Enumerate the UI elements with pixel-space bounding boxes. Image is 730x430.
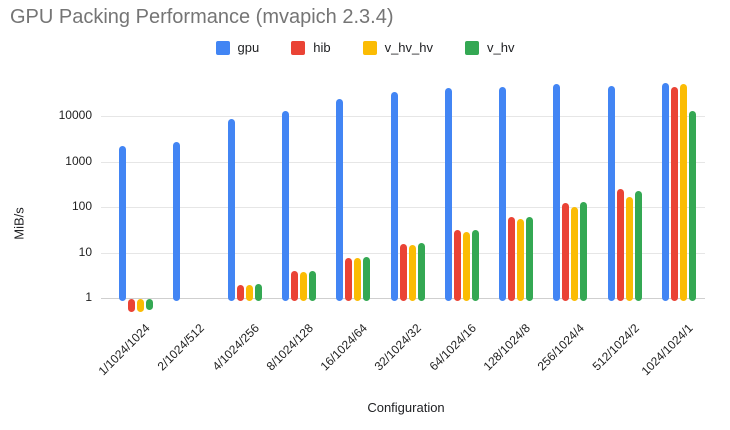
legend-swatch-icon — [215, 40, 230, 55]
bar-hib[interactable] — [236, 285, 244, 301]
bar-v_hv[interactable] — [146, 298, 153, 310]
y-tick-label: 1000 — [65, 153, 92, 168]
gridline — [101, 116, 705, 117]
bar-gpu[interactable] — [553, 84, 561, 301]
x-axis-title: Configuration — [367, 400, 445, 415]
x-tick-label: 1/1024/1024 — [95, 321, 153, 379]
x-tick-label: 128/1024/8 — [480, 321, 534, 374]
legend-swatch-icon — [362, 40, 377, 55]
y-tick-label: 100 — [71, 199, 92, 213]
bar-v_hv_hv[interactable] — [299, 271, 307, 301]
y-tick-label: 10 — [78, 244, 92, 259]
bar-v_hv[interactable] — [526, 216, 534, 301]
x-tick-label: 8/1024/128 — [263, 321, 316, 374]
x-tick-label: 1024/1024/1 — [638, 321, 696, 379]
bar-v_hv_hv[interactable] — [408, 245, 416, 301]
legend-label: v_hv_hv — [384, 40, 433, 55]
bar-hib[interactable] — [290, 271, 298, 301]
x-tick-label: 512/1024/2 — [589, 321, 642, 374]
bar-v_hv[interactable] — [417, 243, 425, 301]
bar-gpu[interactable] — [281, 110, 289, 301]
legend-item-hib[interactable]: hib — [291, 40, 331, 55]
bar-gpu[interactable] — [499, 86, 507, 301]
bar-gpu[interactable] — [607, 85, 615, 301]
bar-hib[interactable] — [399, 243, 407, 301]
legend-item-gpu[interactable]: gpu — [215, 40, 260, 55]
bar-gpu[interactable] — [173, 141, 181, 301]
bar-gpu[interactable] — [390, 91, 398, 301]
x-tick-label: 4/1024/256 — [209, 321, 262, 374]
legend-item-v_hv_hv[interactable]: v_hv_hv — [362, 40, 433, 55]
y-tick-label: 1 — [85, 290, 92, 304]
legend-label: gpu — [237, 40, 260, 55]
bar-v_hv_hv[interactable] — [517, 218, 525, 301]
bar-v_hv[interactable] — [580, 202, 588, 301]
x-tick-label: 16/1024/64 — [317, 321, 371, 374]
bar-v_hv[interactable] — [471, 230, 479, 301]
bar-hib[interactable] — [671, 86, 678, 301]
bar-hib[interactable] — [562, 202, 570, 301]
bar-hib[interactable] — [453, 230, 461, 301]
x-tick-label: 256/1024/4 — [534, 321, 588, 374]
legend-item-v_hv[interactable]: v_hv — [465, 40, 514, 55]
legend: gpu hib v_hv_hv v_hv — [0, 40, 730, 55]
bar-v_hv[interactable] — [634, 191, 642, 301]
legend-label: v_hv — [487, 40, 515, 55]
bar-v_hv_hv[interactable] — [354, 258, 362, 301]
bar-v_hv[interactable] — [254, 284, 262, 301]
bar-v_hv_hv[interactable] — [462, 231, 470, 301]
bar-v_hv_hv[interactable] — [571, 207, 579, 301]
bar-v_hv_hv[interactable] — [137, 298, 144, 312]
bar-v_hv_hv[interactable] — [245, 285, 253, 301]
x-tick-label: 2/1024/512 — [154, 321, 208, 374]
bar-v_hv[interactable] — [363, 257, 371, 301]
legend-label: hib — [313, 40, 331, 55]
bar-v_hv_hv[interactable] — [625, 197, 633, 301]
bar-hib[interactable] — [616, 189, 624, 301]
legend-swatch-icon — [291, 40, 306, 55]
bar-hib[interactable] — [508, 216, 516, 301]
bar-v_hv[interactable] — [308, 271, 316, 301]
bar-v_hv[interactable] — [689, 110, 696, 301]
gridline — [101, 161, 705, 163]
bar-gpu[interactable] — [119, 145, 126, 301]
plot-area — [101, 75, 705, 315]
bar-hib[interactable] — [345, 258, 353, 301]
x-tick-label: 64/1024/16 — [426, 321, 479, 374]
bar-gpu[interactable] — [662, 83, 669, 301]
chart-title: GPU Packing Performance (mvapich 2.3.4) — [10, 6, 394, 28]
bar-v_hv_hv[interactable] — [680, 83, 687, 301]
legend-swatch-icon — [465, 40, 479, 55]
x-tick-label: 32/1024/32 — [372, 321, 425, 374]
y-tick-label: 10000 — [58, 108, 92, 122]
bar-gpu[interactable] — [444, 88, 452, 301]
bar-gpu[interactable] — [227, 119, 235, 301]
bar-hib[interactable] — [128, 298, 135, 312]
gridline — [101, 207, 705, 208]
bar-gpu[interactable] — [336, 98, 344, 301]
